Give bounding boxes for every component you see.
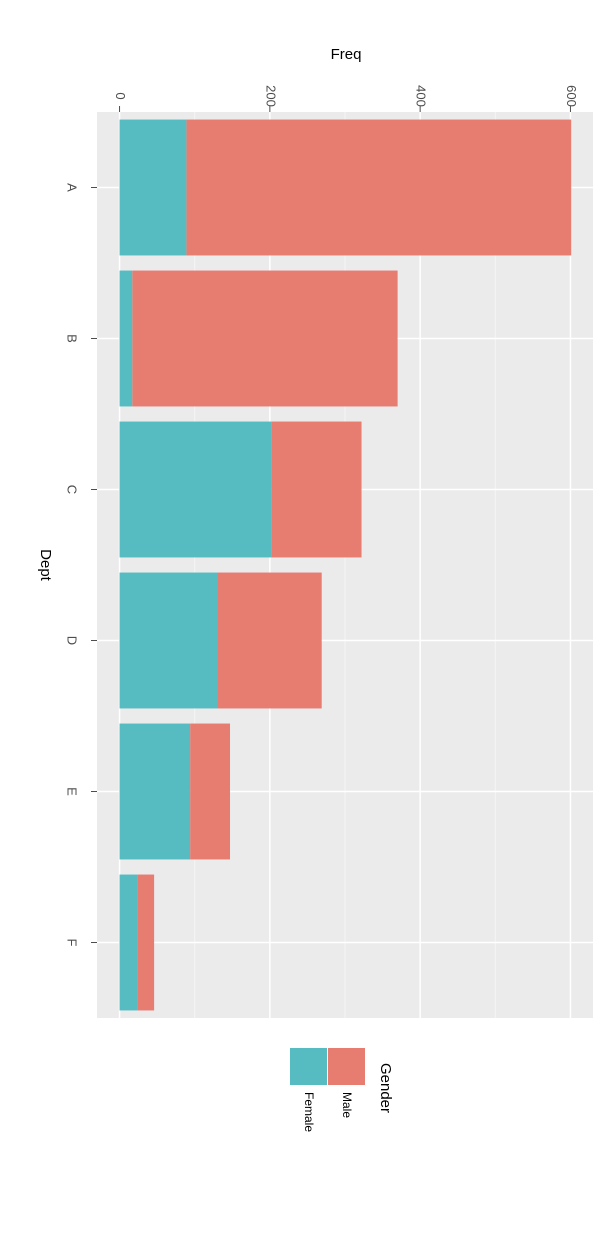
value-tick-label: 0: [113, 92, 128, 99]
value-tick-label: 400: [414, 85, 429, 107]
bar-segment: [119, 723, 191, 860]
value-tick-label: 600: [564, 85, 579, 107]
value-axis-title: Freq: [331, 46, 362, 63]
bar-segment: [186, 119, 572, 256]
category-tick-label: C: [65, 485, 80, 494]
bar-segment: [132, 270, 398, 407]
category-tick-label: E: [65, 787, 80, 796]
bar-segment: [119, 572, 218, 709]
legend-title: Gender: [377, 1063, 394, 1113]
category-tick-label: D: [65, 636, 80, 645]
legend-key: [290, 1048, 327, 1085]
category-tick-label: A: [65, 183, 80, 192]
category-tick-label: B: [65, 334, 80, 343]
bar-segment: [119, 270, 133, 407]
legend-label: Female: [302, 1092, 316, 1132]
legend-label: Male: [340, 1092, 354, 1118]
bar-segment: [119, 119, 187, 256]
bar-segment: [217, 572, 322, 709]
category-axis-title: Dept: [37, 549, 54, 582]
bar-segment: [119, 874, 138, 1011]
value-tick-label: 200: [263, 85, 278, 107]
category-tick-label: F: [65, 939, 80, 947]
bar-segment: [137, 874, 155, 1011]
bar-segment: [119, 421, 272, 558]
bar-segment: [190, 723, 231, 860]
bar-segment: [271, 421, 362, 558]
legend-key: [328, 1048, 365, 1085]
